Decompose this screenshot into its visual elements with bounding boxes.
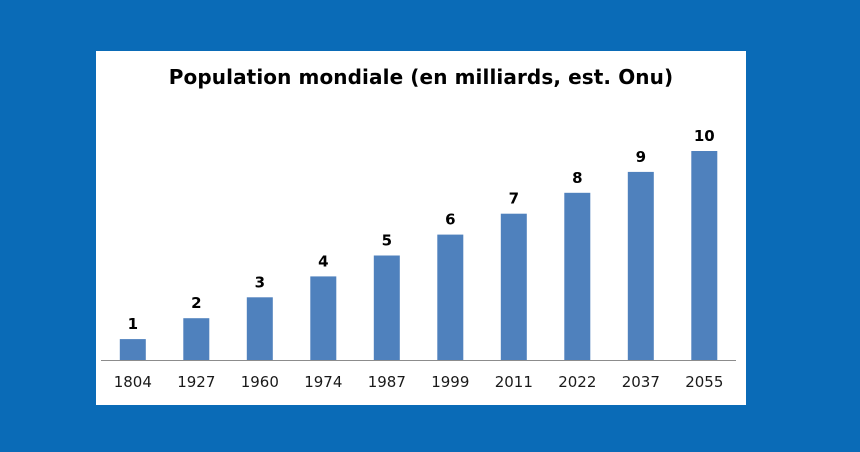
x-tick-labels: 1804 1927 1960 1974 1987 1999 2011 2022 2037 2055 [114, 373, 724, 391]
data-label-2037: 9 [636, 148, 646, 166]
x-tick-label-1974: 1974 [304, 373, 342, 391]
bar-1960 [246, 297, 273, 360]
data-label-1927: 2 [191, 294, 201, 312]
x-tick-label-2037: 2037 [622, 373, 660, 391]
bar-1974 [310, 276, 337, 360]
bar-1804 [119, 339, 146, 360]
data-labels-layer: 1 2 3 4 5 6 7 8 9 10 [128, 127, 715, 333]
data-label-1987: 5 [382, 232, 392, 250]
data-label-1999: 6 [445, 211, 455, 229]
bar-2022 [564, 192, 591, 360]
chart-panel: Population mondiale (en milliards, est. … [96, 51, 746, 405]
chart-title: Population mondiale (en milliards, est. … [168, 65, 674, 89]
x-tick-label-2011: 2011 [495, 373, 533, 391]
x-tick-label-2055: 2055 [685, 373, 723, 391]
bar-1999 [437, 234, 464, 360]
bar-2055 [691, 151, 718, 360]
bar-1987 [373, 255, 400, 360]
bar-chart: 1 2 3 4 5 6 7 8 9 10 1804 1927 1960 1974 1987 1999 2011… [101, 127, 736, 391]
data-label-2055: 10 [694, 127, 715, 145]
data-label-1974: 4 [318, 252, 328, 270]
data-label-2011: 7 [509, 190, 519, 208]
data-label-1804: 1 [128, 315, 138, 333]
x-tick-label-1927: 1927 [177, 373, 215, 391]
x-tick-label-1987: 1987 [368, 373, 406, 391]
bar-2037 [627, 171, 654, 360]
bar-2011 [500, 213, 527, 360]
x-tick-label-1960: 1960 [241, 373, 279, 391]
x-tick-label-1999: 1999 [431, 373, 469, 391]
bar-1927 [183, 318, 210, 360]
x-tick-label-1804: 1804 [114, 373, 152, 391]
data-label-2022: 8 [572, 169, 582, 187]
x-tick-label-2022: 2022 [558, 373, 596, 391]
bars-layer [119, 151, 718, 360]
data-label-1960: 3 [255, 273, 265, 291]
